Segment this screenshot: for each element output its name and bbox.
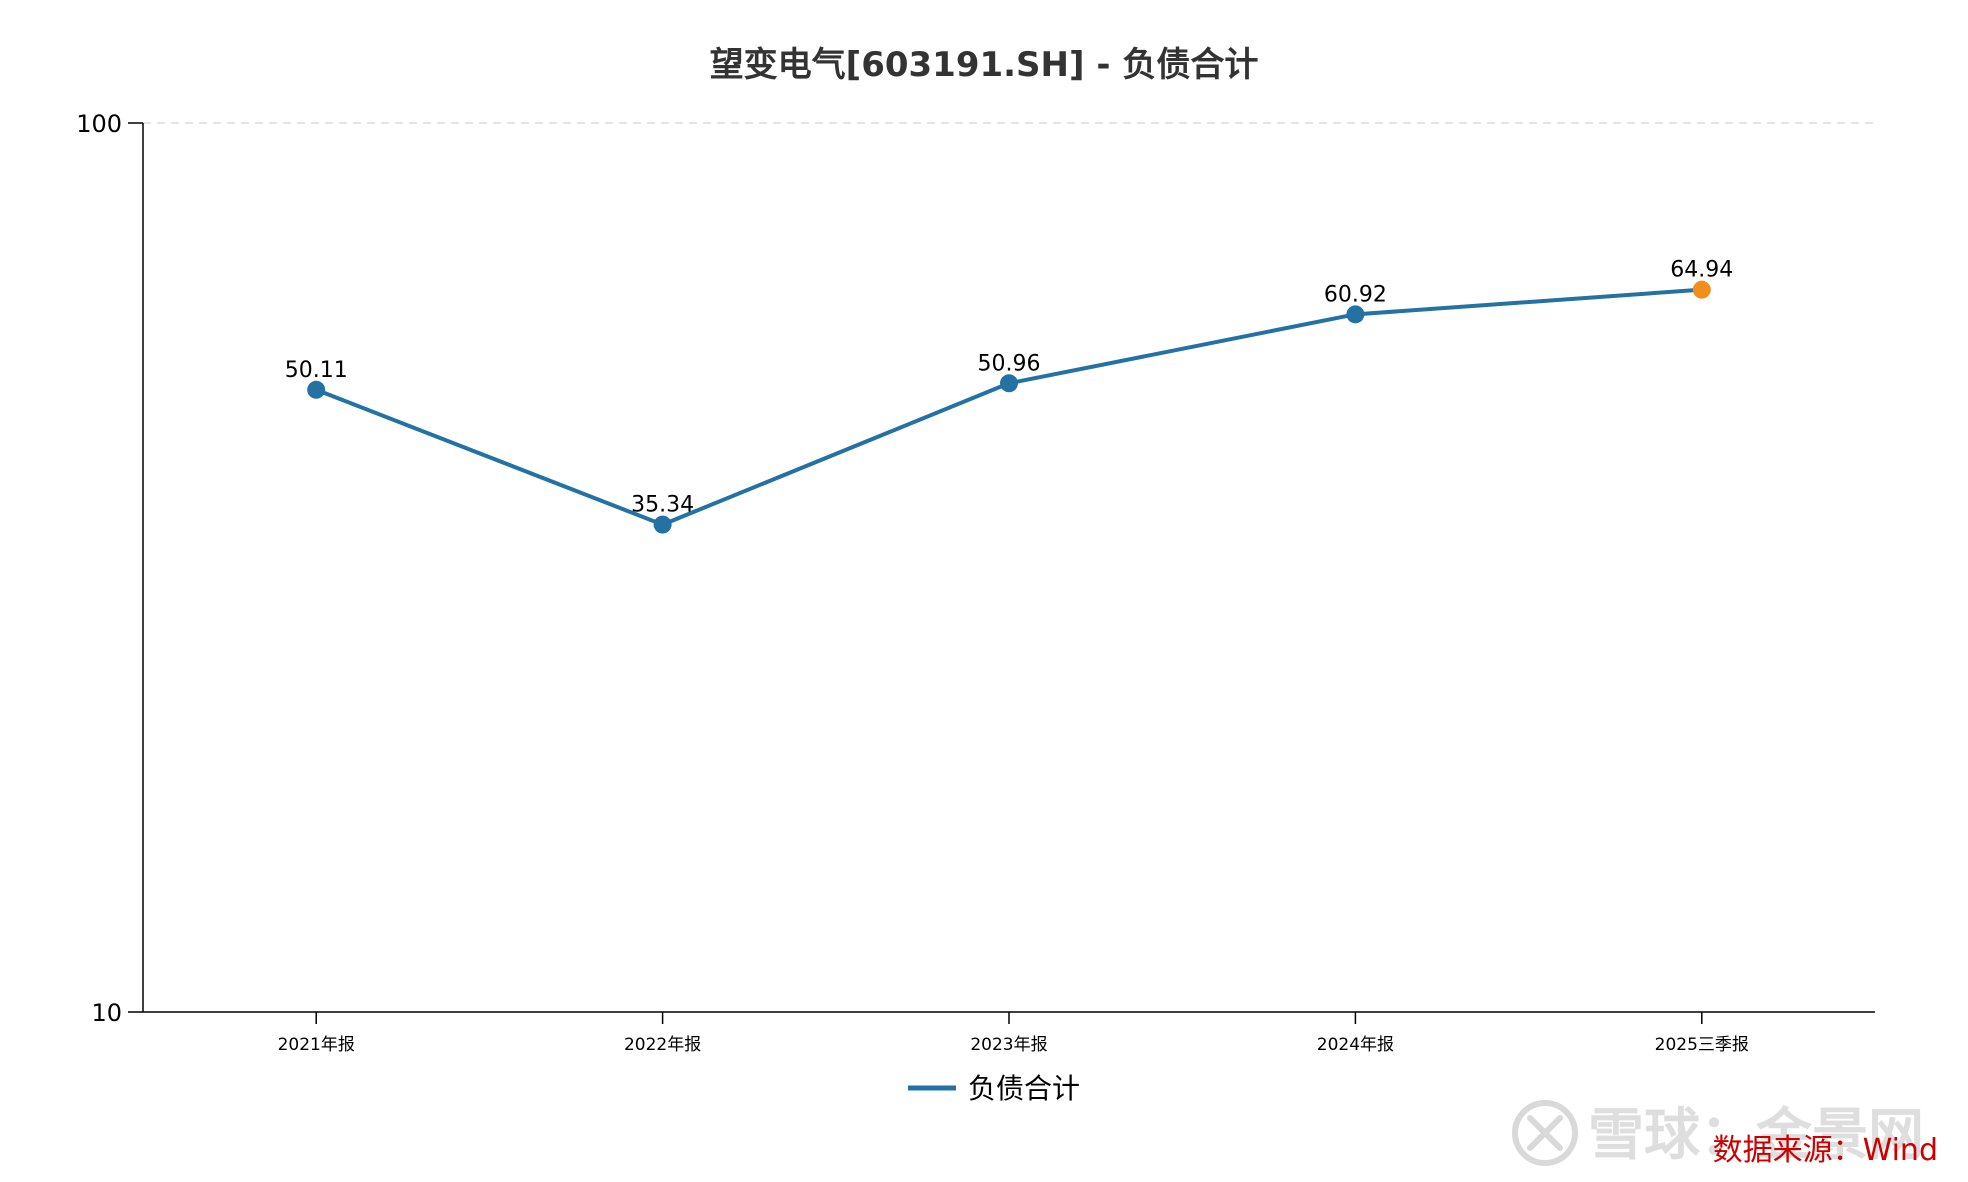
data-label: 50.96 xyxy=(978,351,1041,376)
data-label: 60.92 xyxy=(1324,282,1387,307)
watermark-logo-icon xyxy=(1512,1100,1578,1166)
legend: 负债合计 xyxy=(908,1072,1080,1105)
data-point xyxy=(1346,305,1365,324)
y-tick-label-bottom: 10 xyxy=(91,999,122,1027)
y-tick-label-top: 100 xyxy=(76,110,122,138)
legend-label: 负债合计 xyxy=(968,1072,1080,1105)
x-axis-ticks: 2021年报 2022年报 2023年报 2024年报 2025三季报 xyxy=(278,1012,1749,1055)
source-label: 数据来源：Wind xyxy=(1713,1133,1938,1168)
data-label: 50.11 xyxy=(285,358,348,383)
x-tick-label: 2025三季报 xyxy=(1655,1035,1749,1055)
data-label: 64.94 xyxy=(1670,258,1733,283)
points-layer xyxy=(307,280,1711,534)
data-point xyxy=(653,515,672,534)
watermark: 雪球：金景网 xyxy=(1512,1100,1924,1168)
data-point xyxy=(307,380,326,399)
data-labels-layer: 50.11 35.34 50.96 60.92 64.94 xyxy=(285,258,1734,518)
data-label: 35.34 xyxy=(631,493,694,518)
watermark-logo-mark xyxy=(1527,1115,1563,1151)
watermark-text: 雪球：金景网 xyxy=(1588,1103,1924,1168)
data-point xyxy=(1000,374,1018,393)
x-tick-label: 2023年报 xyxy=(970,1035,1047,1055)
x-tick-label: 2022年报 xyxy=(624,1035,701,1055)
data-point xyxy=(1692,280,1711,299)
x-tick-label: 2021年报 xyxy=(278,1035,355,1055)
series-layer xyxy=(315,287,1702,527)
x-tick-label: 2024年报 xyxy=(1317,1035,1394,1055)
chart-title: 望变电气[603191.SH] - 负债合计 xyxy=(710,45,1259,85)
series-line xyxy=(315,287,1702,527)
